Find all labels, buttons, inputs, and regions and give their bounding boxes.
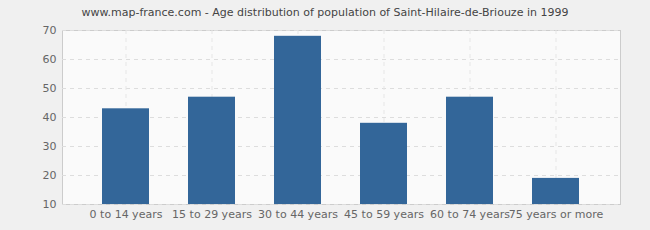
svg-text:30: 30 [43, 140, 57, 153]
svg-text:30 to 44 years: 30 to 44 years [258, 208, 338, 221]
svg-text:10: 10 [43, 198, 57, 211]
svg-text:60 to 74 years: 60 to 74 years [430, 208, 510, 221]
svg-text:15 to 29 years: 15 to 29 years [172, 208, 252, 221]
svg-text:45 to 59 years: 45 to 59 years [344, 208, 424, 221]
svg-text:70: 70 [43, 24, 57, 37]
svg-text:20: 20 [43, 169, 57, 182]
html-text:www.map-france.com - Age distr: www.map-france.com - Age distribution of… [81, 6, 569, 19]
svg-text:75 years or more: 75 years or more [509, 208, 604, 221]
svg-text:40: 40 [43, 111, 57, 124]
svg-text:60: 60 [43, 53, 57, 66]
svg-text:50: 50 [43, 82, 57, 95]
svg-text:0 to 14 years: 0 to 14 years [90, 208, 163, 221]
